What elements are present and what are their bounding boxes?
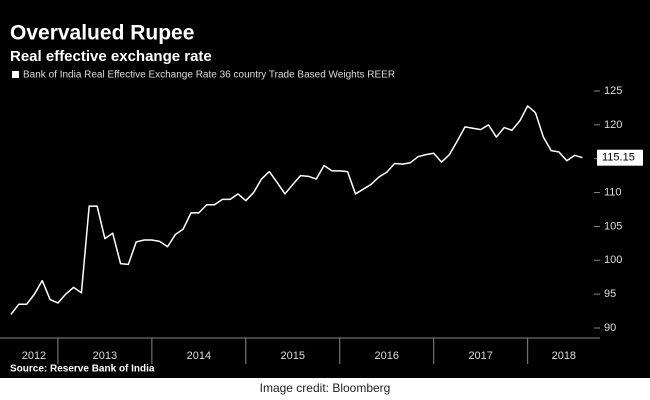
credit-strip <box>0 378 650 400</box>
y-tick-label: 125 <box>604 85 622 97</box>
x-tick-label: 2013 <box>93 350 117 362</box>
source: Source: Reserve Bank of India <box>10 364 155 375</box>
y-tick-label: 120 <box>604 119 622 131</box>
y-tick-label: 100 <box>604 254 622 266</box>
x-tick-label: 2015 <box>281 350 305 362</box>
y-tick-label: 95 <box>604 288 616 300</box>
x-tick-label: 2017 <box>468 350 492 362</box>
x-tick-label: 2018 <box>552 350 576 362</box>
chart-subtitle: Real effective exchange rate <box>10 48 212 65</box>
y-tick-label: 105 <box>604 220 622 232</box>
value-label: 115.15 <box>602 152 635 164</box>
legend-swatch <box>12 71 19 78</box>
y-tick-label: 90 <box>604 322 616 334</box>
legend-label: Bank of India Real Effective Exchange Ra… <box>23 70 395 81</box>
x-tick-label: 2016 <box>374 350 398 362</box>
credit: Image credit: Bloomberg <box>260 381 391 395</box>
chart-title: Overvalued Rupee <box>10 22 194 45</box>
series-line <box>10 105 583 315</box>
y-tick-label: 110 <box>604 186 622 198</box>
x-tick-label: 2012 <box>22 350 46 362</box>
x-tick-label: 2014 <box>187 350 211 362</box>
value-label-box <box>597 149 643 166</box>
